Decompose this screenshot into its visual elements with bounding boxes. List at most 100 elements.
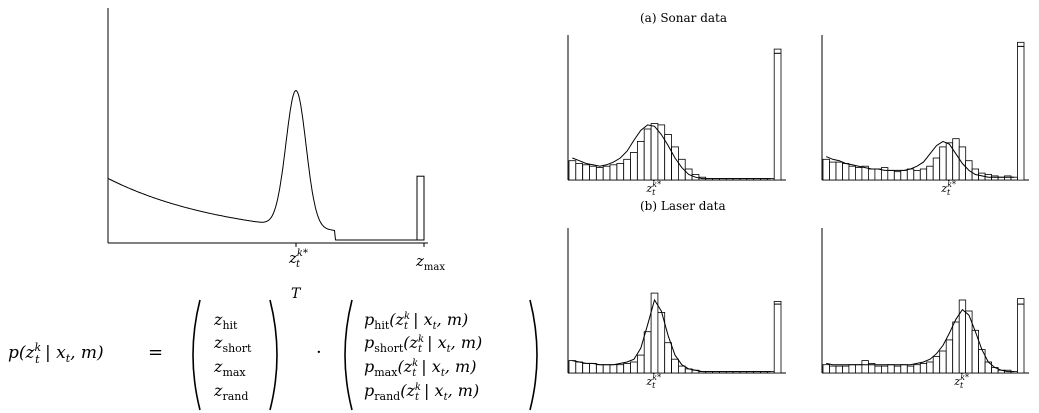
hist-bar bbox=[671, 146, 679, 181]
hist-bar bbox=[868, 168, 876, 181]
hist-bar bbox=[568, 360, 577, 374]
hist-bar bbox=[616, 364, 625, 374]
hist-fit-curve bbox=[826, 308, 1015, 373]
hist-bar bbox=[609, 164, 618, 181]
histogram-laser-left: zk* t bbox=[567, 228, 786, 390]
beam-model-chart: zk* t zmax bbox=[107, 8, 445, 273]
hist-bar bbox=[913, 169, 921, 181]
hist-bar bbox=[842, 365, 850, 374]
hist-bar bbox=[589, 165, 597, 181]
hist-bar bbox=[932, 157, 941, 181]
hist-bar bbox=[893, 171, 902, 181]
hist-bar bbox=[848, 364, 856, 374]
left-paren-close bbox=[269, 299, 278, 411]
hist-bar bbox=[616, 163, 625, 181]
hist-bar bbox=[643, 331, 652, 374]
hist-bar bbox=[602, 364, 611, 374]
x-tick-label-max: zmax bbox=[415, 252, 445, 273]
weight-max: zmax bbox=[213, 357, 246, 379]
hist-bar bbox=[848, 165, 856, 181]
x-tick-label-expected: zk* t bbox=[288, 248, 308, 270]
hist-bar bbox=[855, 364, 863, 374]
hist-bar bbox=[829, 365, 837, 374]
term-rand: prand(zk t | xt, m) bbox=[364, 381, 479, 403]
panel-title-laser: (b) Laser data bbox=[640, 199, 726, 213]
hist-bar bbox=[596, 167, 604, 181]
hist-bar bbox=[630, 361, 638, 374]
hist-tick-label-expected: zk* t bbox=[953, 373, 969, 390]
hist-bar bbox=[874, 365, 882, 374]
hist-tick-label-expected: zk* t bbox=[646, 180, 662, 197]
hist-bar bbox=[773, 48, 782, 181]
hist-bar bbox=[932, 356, 941, 374]
hist-bar bbox=[991, 175, 999, 181]
hist-bar bbox=[926, 165, 934, 181]
hist-bar bbox=[671, 358, 679, 374]
hist-bar bbox=[822, 158, 830, 181]
hist-bar bbox=[630, 151, 638, 181]
equation-lhs: p(zk t | xt, m) bbox=[8, 341, 104, 366]
hist-bar bbox=[926, 361, 934, 374]
hist-bar bbox=[887, 169, 895, 181]
term-max: pmax(zk t | xt, m) bbox=[364, 357, 476, 379]
hist-bar bbox=[602, 165, 611, 181]
right-paren-open bbox=[344, 299, 353, 411]
hist-bar bbox=[623, 362, 631, 374]
hist-bar bbox=[919, 168, 928, 181]
hist-bar bbox=[874, 168, 882, 181]
hist-bar bbox=[952, 138, 960, 181]
hist-bar bbox=[589, 362, 597, 374]
hist-bar bbox=[893, 365, 902, 374]
hist-bar bbox=[861, 360, 869, 374]
equation-equals: = bbox=[148, 342, 163, 363]
hist-bar bbox=[650, 292, 659, 374]
hist-bar bbox=[900, 169, 908, 181]
hist-bar bbox=[835, 365, 843, 374]
histogram-sonar-left: zk* t bbox=[567, 35, 786, 197]
left-paren-open bbox=[192, 299, 201, 411]
weight-hit: zhit bbox=[213, 310, 238, 332]
hist-fit-curve bbox=[826, 140, 1015, 178]
max-spike-bar bbox=[416, 175, 425, 241]
hist-fit-curve bbox=[572, 298, 771, 373]
hist-bar bbox=[637, 354, 645, 374]
weight-rand: zrand bbox=[213, 381, 248, 403]
hist-bar bbox=[773, 300, 782, 374]
hist-bar bbox=[881, 365, 889, 374]
hist-tick-label-expected: zk* t bbox=[940, 180, 956, 197]
hist-bar bbox=[822, 364, 830, 374]
hist-bar bbox=[952, 321, 960, 374]
hist-tick-label-expected: zk* t bbox=[646, 373, 662, 390]
panel-title-sonar: (a) Sonar data bbox=[640, 11, 727, 25]
hist-bar bbox=[906, 168, 915, 181]
weight-short: zshort bbox=[213, 333, 252, 355]
equation-dot: · bbox=[316, 342, 322, 363]
hist-bar bbox=[643, 128, 652, 181]
histogram-laser-right: zk* t bbox=[821, 228, 1029, 390]
hist-bar bbox=[900, 364, 908, 374]
hist-bar bbox=[913, 364, 921, 374]
hist-bar bbox=[842, 163, 850, 181]
hist-bar bbox=[657, 311, 666, 374]
hist-bar bbox=[906, 365, 915, 374]
hist-bar bbox=[678, 365, 686, 374]
term-short: pshort(zk t | xt, m) bbox=[364, 333, 482, 355]
histogram-sonar-right: zk* t bbox=[821, 35, 1029, 197]
hist-bar bbox=[575, 163, 583, 181]
hist-bar bbox=[596, 364, 604, 374]
hist-bar bbox=[650, 123, 659, 181]
transpose-mark: T bbox=[291, 286, 302, 302]
hist-bar bbox=[582, 164, 590, 181]
hist-bar bbox=[945, 339, 954, 374]
hist-bar bbox=[657, 124, 666, 181]
hist-bar bbox=[835, 161, 843, 181]
hist-bar bbox=[568, 160, 577, 181]
hist-bar bbox=[637, 140, 645, 181]
hist-bar bbox=[1017, 298, 1025, 374]
hist-bar bbox=[575, 361, 583, 374]
hist-fit-curve bbox=[572, 124, 771, 180]
hist-bar bbox=[623, 158, 631, 181]
hist-bar bbox=[609, 364, 618, 374]
